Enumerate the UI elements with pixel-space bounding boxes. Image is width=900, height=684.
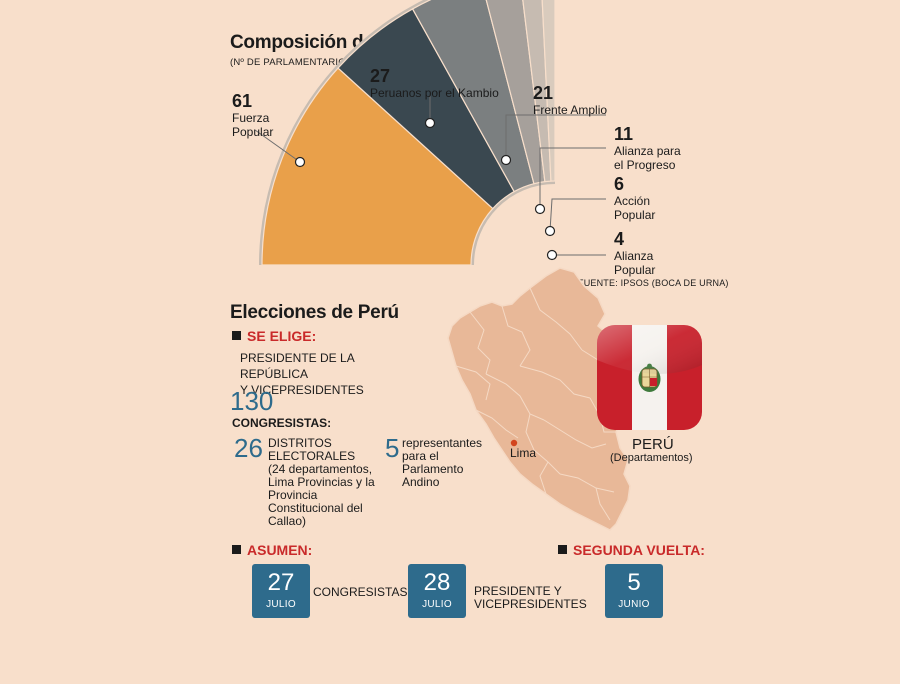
party-label-alianza-para-el-progreso: 11 Alianza para el Progreso xyxy=(614,124,681,172)
party-value: 6 xyxy=(614,174,625,194)
party-value: 21 xyxy=(533,83,554,103)
president-line: PRESIDENTE DE LA REPÚBLICA xyxy=(240,351,355,381)
party-name-line: Peruanos por el Kambio xyxy=(370,86,499,100)
date-day: 5 xyxy=(627,569,641,596)
party-name-line: Fuerza xyxy=(232,111,270,125)
date-day: 28 xyxy=(423,569,451,596)
date-label-line: VICEPRESIDENTES xyxy=(474,597,587,611)
date-month: JULIO xyxy=(266,599,296,610)
asumen-label: ASUMEN: xyxy=(247,542,313,558)
segunda-vuelta-label: SEGUNDA VUELTA: xyxy=(573,542,705,558)
party-value: 4 xyxy=(614,229,625,249)
distritos-line: (24 departamentos, xyxy=(268,462,373,476)
chart-subtitle: (Nº DE PARLAMENTARIOS) xyxy=(230,57,356,68)
date-month: JULIO xyxy=(422,599,452,610)
peru-sub-label: (Departamentos) xyxy=(610,452,693,464)
date-box-segunda-vuelta: 5 JUNIO xyxy=(605,564,663,618)
segunda-vuelta-heading: SEGUNDA VUELTA: xyxy=(558,542,705,558)
party-name-line: Popular xyxy=(614,208,656,222)
party-label-fuerza-popular: 61 Fuerza Popular xyxy=(232,91,273,139)
party-name-line: el Progreso xyxy=(614,158,676,172)
party-label-alianza-popular: 4 Alianza Popular xyxy=(614,229,655,277)
party-label-frente-amplio: 21 Frente Amplio xyxy=(533,83,607,117)
date-box-presidente: 28 JULIO xyxy=(408,564,466,618)
asumen-heading: ASUMEN: xyxy=(232,542,312,558)
distritos-line: Constitucional del xyxy=(268,501,363,515)
distritos-line: DISTRITOS xyxy=(268,436,332,450)
bullet-square-icon xyxy=(558,545,567,554)
peru-label: PERÚ xyxy=(632,436,674,453)
leader-line xyxy=(505,114,606,160)
leader-dot xyxy=(294,156,306,168)
party-name-line: Alianza xyxy=(614,249,654,263)
leader-dot xyxy=(500,154,512,166)
distritos-line: Lima Provincias y la xyxy=(268,475,375,489)
date-label-line: PRESIDENTE Y xyxy=(474,584,562,598)
lima-marker xyxy=(510,439,518,447)
leader-dot xyxy=(544,225,556,237)
distritos-number: 26 xyxy=(234,433,263,463)
andino-line: Andino xyxy=(402,475,440,489)
andino-number: 5 xyxy=(385,433,400,463)
date-label-presidente: PRESIDENTE Y VICEPRESIDENTES xyxy=(474,584,587,611)
party-name-line: Popular xyxy=(614,263,656,277)
date-month: JUNIO xyxy=(618,599,650,610)
distritos-text: DISTRITOS ELECTORALES (24 departamentos,… xyxy=(268,437,383,528)
party-label-peruanos-por-el-kambio: 27 Peruanos por el Kambio xyxy=(370,66,499,100)
se-elige-label: SE ELIGE: xyxy=(247,328,317,344)
andino-text: representantes para el Parlamento Andino xyxy=(402,437,502,489)
party-name-line: Acción xyxy=(614,194,651,208)
leader-dot xyxy=(546,249,558,261)
lima-label: Lima xyxy=(510,446,537,460)
bullet-square-icon xyxy=(232,545,241,554)
party-label-accion-popular: 6 Acción Popular xyxy=(614,174,655,222)
party-value: 61 xyxy=(232,91,253,111)
leader-line xyxy=(539,147,606,209)
leader-line xyxy=(254,129,301,163)
president-line: Y VICEPRESIDENTES xyxy=(240,383,364,397)
se-elige-heading: SE ELIGE: xyxy=(232,328,316,344)
total-congresistas: 130 xyxy=(230,386,274,416)
section-title: Elecciones de Perú xyxy=(230,302,399,323)
party-name-line: Alianza para xyxy=(614,144,681,158)
hemicycle-segment xyxy=(261,67,494,266)
party-name-line: Popular xyxy=(232,125,274,139)
date-day: 27 xyxy=(267,569,295,596)
congresistas-label: CONGRESISTAS: xyxy=(232,416,332,430)
source-note: FUENTE: IPSOS (BOCA DE URNA) xyxy=(578,278,729,288)
date-box-congresistas: 27 JULIO xyxy=(252,564,310,618)
hemicycle-segment xyxy=(541,0,556,182)
bullet-square-icon xyxy=(232,331,241,340)
peru-flag-icon xyxy=(597,325,702,430)
hemicycle-segment xyxy=(411,0,535,193)
party-name-line: Frente Amplio xyxy=(533,103,608,117)
andino-line: representantes xyxy=(402,436,483,450)
president-text: PRESIDENTE DE LA REPÚBLICA Y VICEPRESIDE… xyxy=(240,350,410,398)
leader-dot xyxy=(424,117,436,129)
party-value: 27 xyxy=(370,66,391,86)
leader-line xyxy=(549,198,606,232)
distritos-line: Provincia xyxy=(268,488,318,502)
leader-dot xyxy=(534,203,546,215)
andino-line: para el xyxy=(402,449,439,463)
andino-line: Parlamento xyxy=(402,462,464,476)
distritos-line: ELECTORALES xyxy=(268,449,356,463)
party-value: 11 xyxy=(614,124,634,144)
distritos-line: Callao) xyxy=(268,514,307,528)
date-label-congresistas: CONGRESISTAS xyxy=(313,585,408,599)
